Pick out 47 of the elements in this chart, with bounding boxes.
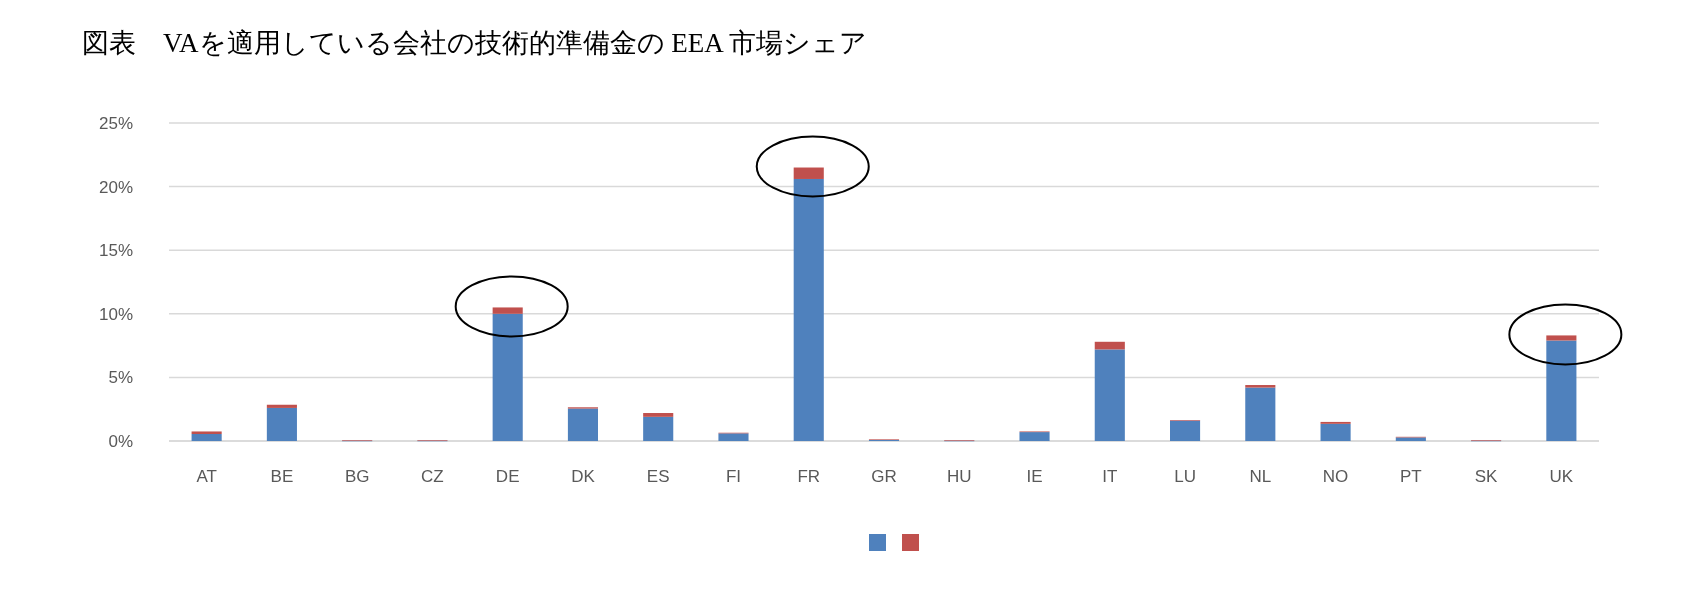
bar bbox=[1546, 335, 1577, 341]
x-tick-label: IT bbox=[1102, 467, 1118, 486]
x-tick-label: UK bbox=[1549, 467, 1574, 486]
bar bbox=[1245, 385, 1276, 388]
y-tick-label: 10% bbox=[98, 304, 133, 324]
x-tick-label: BG bbox=[344, 467, 370, 486]
x-tick-label: IE bbox=[1026, 467, 1043, 486]
bar bbox=[492, 307, 523, 314]
bar bbox=[1094, 341, 1125, 350]
x-tick-label: HU bbox=[946, 467, 972, 486]
x-tick-label: SK bbox=[1474, 467, 1499, 486]
bar bbox=[1170, 420, 1201, 441]
bar bbox=[793, 167, 824, 179]
y-tick-label: 20% bbox=[98, 177, 133, 197]
x-tick-label: ES bbox=[646, 467, 670, 486]
bar bbox=[718, 433, 749, 441]
y-tick-label: 15% bbox=[98, 241, 133, 261]
bar bbox=[1245, 387, 1276, 441]
bar bbox=[643, 416, 674, 441]
y-tick-label: 25% bbox=[98, 114, 133, 133]
bar bbox=[492, 313, 523, 441]
bar bbox=[643, 413, 674, 417]
x-tick-label: CZ bbox=[421, 467, 444, 486]
bar bbox=[567, 408, 598, 441]
x-tick-label: FR bbox=[797, 467, 821, 486]
x-tick-label: PT bbox=[1399, 467, 1422, 486]
x-tick-label: DE bbox=[495, 467, 520, 486]
y-tick-label: 5% bbox=[108, 368, 133, 388]
x-tick-label: LU bbox=[1174, 467, 1196, 486]
bar bbox=[266, 407, 297, 441]
x-tick-label: GR bbox=[871, 467, 897, 486]
bar bbox=[1320, 423, 1351, 441]
bar bbox=[1019, 432, 1050, 441]
x-tick-label: NO bbox=[1322, 467, 1349, 486]
x-tick-label: BE bbox=[270, 467, 294, 486]
y-tick-label: 0% bbox=[108, 432, 133, 451]
chart-title: 図表 VAを適用している会社の技術的準備金の EEA 市場シェア bbox=[82, 28, 868, 58]
bar bbox=[191, 434, 222, 441]
x-tick-label: FI bbox=[725, 467, 742, 486]
bar bbox=[1546, 340, 1577, 441]
bar bbox=[793, 178, 824, 441]
bar bbox=[191, 431, 222, 434]
x-tick-label: NL bbox=[1249, 467, 1272, 486]
bar bbox=[1094, 349, 1125, 441]
x-tick-label: DK bbox=[571, 467, 596, 486]
x-tick-label: AT bbox=[196, 467, 217, 486]
bar bbox=[266, 404, 297, 408]
